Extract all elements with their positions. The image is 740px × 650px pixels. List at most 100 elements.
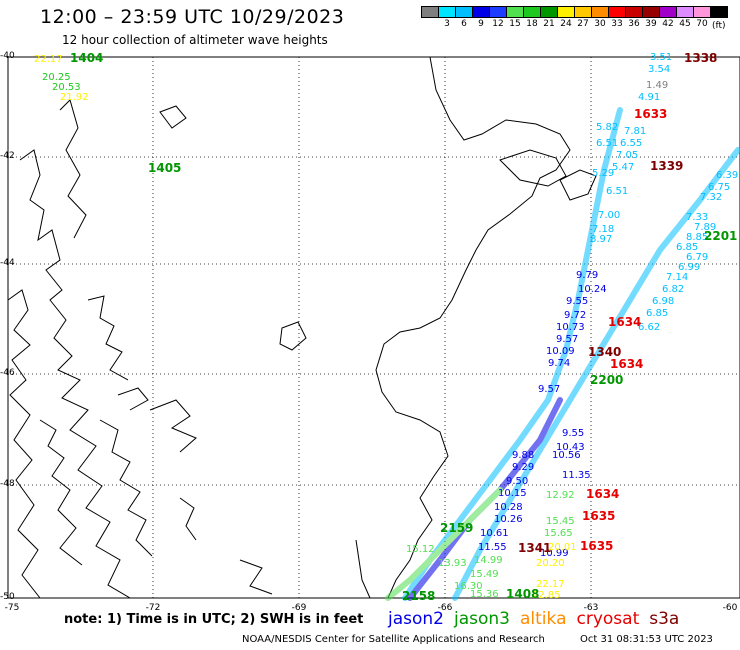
wave-height-label: 5.47 — [612, 162, 634, 173]
wave-height-label: 10.26 — [494, 514, 523, 525]
satellite-cryosat: cryosat — [576, 609, 640, 629]
wave-height-label: 7.89 — [694, 222, 716, 233]
wave-height-label: 10.28 — [494, 502, 523, 513]
wave-height-label: 11.35 — [562, 470, 591, 481]
wave-height-label: 12.92 — [546, 490, 575, 501]
map-canvas: 3.513.541.494.915.82 7.816.51 6.557.055.47… — [7, 52, 740, 603]
colorbar-swatch — [421, 6, 439, 18]
colorbar-swatch — [659, 6, 677, 18]
wave-height-label: 6.85 — [676, 242, 698, 253]
coastline-chile — [7, 99, 273, 599]
footnote: note: 1) Time is in UTC; 2) SWH is in fe… — [64, 612, 364, 627]
wave-height-label: 11.55 — [478, 542, 507, 553]
pass-time-label: 1338 — [684, 52, 717, 65]
wave-height-label: 15.45 — [546, 516, 575, 527]
satellite-altika: altika — [520, 609, 567, 629]
wave-height-label: 7.14 — [666, 272, 688, 283]
colorbar-tick-label: 21 — [543, 19, 555, 29]
pass-time-label: 1633 — [634, 107, 667, 121]
latitude-label: -42 — [0, 151, 15, 161]
wave-height-label: 15.49 — [470, 569, 499, 580]
latitude-label: -40 — [0, 51, 15, 61]
wave-height-label: 22.17 — [536, 579, 565, 590]
wave-height-label: 10.43 — [556, 442, 585, 453]
colorbar-tick-label: 6 — [461, 19, 467, 29]
wave-height-label: 10.73 — [556, 322, 585, 333]
wave-height-label: 9.79 — [576, 270, 598, 281]
wave-height-label: 22.85 — [532, 590, 561, 601]
wave-height-label: 6.62 — [638, 322, 660, 333]
wave-height-label: 20.53 — [52, 82, 81, 93]
colorbar-tick-label: 42 — [662, 19, 674, 29]
colorbar-tick-label: 36 — [628, 19, 640, 29]
wave-height-label: 10.56 — [552, 450, 581, 461]
wave-height-label: 9.74 — [548, 358, 570, 369]
wave-height-label: 8.85 — [686, 232, 708, 243]
wave-height-label: 10.61 — [480, 528, 509, 539]
colorbar-swatch — [574, 6, 592, 18]
longitude-label: -75 — [4, 603, 20, 613]
wave-height-label: 7.00 — [598, 210, 620, 221]
wave-height-label: 9.57 — [538, 384, 560, 395]
colorbar-tick-label: 15 — [509, 19, 521, 29]
colorbar-swatch — [455, 6, 473, 18]
wave-height-label: 4.91 — [638, 92, 660, 103]
pass-time-label: 2200 — [590, 373, 623, 387]
wave-height-label: 7.33 — [686, 212, 708, 223]
satellite-s3a: s3a — [649, 609, 680, 629]
wave-height-label: 21.92 — [60, 92, 89, 103]
wave-height-label: 1.49 — [646, 80, 668, 91]
pass-time-label: 1340 — [588, 345, 621, 359]
colorbar-swatch — [540, 6, 558, 18]
colorbar-swatch — [676, 6, 694, 18]
wave-height-label: 7.81 — [624, 126, 646, 137]
colorbar-swatch — [523, 6, 541, 18]
colorbar-tick-label: 12 — [492, 19, 504, 29]
colorbar-swatch — [438, 6, 456, 18]
colorbar-tick-label: 27 — [577, 19, 589, 29]
pass-time-label: 1635 — [580, 539, 613, 553]
map-frame — [7, 56, 740, 599]
wave-height-label: 9.72 — [564, 310, 586, 321]
colorbar-swatch — [642, 6, 660, 18]
track-jason3 — [452, 147, 740, 601]
pass-time-label: 1405 — [148, 161, 181, 175]
pass-time-label: 2201 — [704, 229, 737, 243]
wave-height-label: 10.24 — [578, 284, 607, 295]
latitude-label: -48 — [0, 479, 15, 489]
colorbar-tick-label: 33 — [611, 19, 623, 29]
longitude-label: -72 — [145, 603, 161, 613]
coastline-argentina — [355, 56, 597, 599]
wave-height-label: 20.20 — [536, 558, 565, 569]
colorbar-swatch — [608, 6, 626, 18]
colorbar-unit: (ft) — [712, 21, 726, 31]
longitude-label: -66 — [437, 603, 453, 613]
wave-height-label: 6.79 — [686, 252, 708, 263]
pass-time-label: 1634 — [610, 357, 643, 371]
wave-height-label: 13.93 — [438, 558, 467, 569]
colorbar-swatch — [591, 6, 609, 18]
colorbar-labels: 3 6 9 12 15 18 21 24 27 30 33 36 39 42 45 70 — [422, 18, 728, 32]
satellite-jason2: jason2 — [388, 609, 444, 629]
wave-height-label: 5.82 — [596, 122, 618, 133]
time-labels: 1404140513381633133922011634134016342200… — [70, 52, 737, 603]
wave-height-label: 7.32 — [700, 192, 722, 203]
latitude-label: -44 — [0, 258, 15, 268]
colorbar-swatch — [625, 6, 643, 18]
colorbar-swatch — [710, 6, 728, 18]
colorbar-tick-label: 39 — [645, 19, 657, 29]
pass-time-label: 1339 — [650, 159, 683, 173]
longitude-label: -60 — [722, 603, 738, 613]
colorbar-tick-label: 18 — [526, 19, 538, 29]
pass-time-label: 1404 — [70, 52, 103, 65]
map-title: 12:00 – 23:59 UTC 10/29/2023 — [40, 6, 345, 28]
wave-height-label: 6.98 — [652, 296, 674, 307]
wave-height-label: 6.51 — [596, 138, 618, 149]
wave-height-label: 10.99 — [540, 548, 569, 559]
wave-height-label: 15.65 — [544, 528, 573, 539]
wave-height-label: 3.54 — [648, 64, 670, 75]
wave-height-label: 6.51 — [606, 186, 628, 197]
pass-time-label: 1634 — [608, 315, 641, 329]
satellite-legend: jason2 jason3 altika cryosat s3a — [388, 609, 689, 629]
colorbar-legend: 3 6 9 12 15 18 21 24 27 30 33 36 39 42 45 70 — [421, 6, 728, 32]
